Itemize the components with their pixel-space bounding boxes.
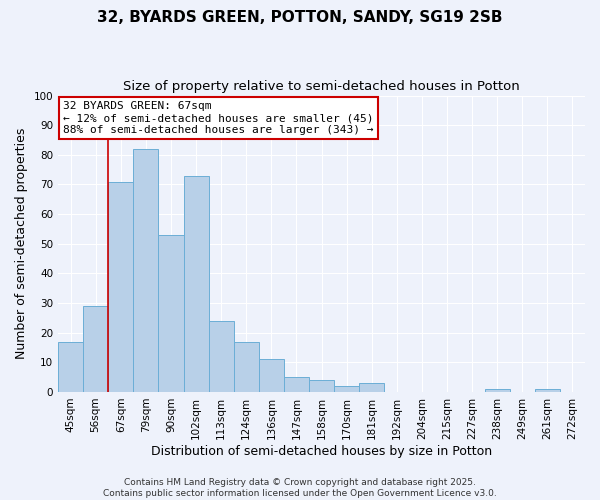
- X-axis label: Distribution of semi-detached houses by size in Potton: Distribution of semi-detached houses by …: [151, 444, 492, 458]
- Text: Contains HM Land Registry data © Crown copyright and database right 2025.
Contai: Contains HM Land Registry data © Crown c…: [103, 478, 497, 498]
- Bar: [184, 176, 209, 392]
- Bar: [359, 383, 384, 392]
- Bar: [108, 182, 133, 392]
- Bar: [58, 342, 83, 392]
- Text: 32 BYARDS GREEN: 67sqm
← 12% of semi-detached houses are smaller (45)
88% of sem: 32 BYARDS GREEN: 67sqm ← 12% of semi-det…: [64, 102, 374, 134]
- Bar: [209, 321, 233, 392]
- Title: Size of property relative to semi-detached houses in Potton: Size of property relative to semi-detach…: [123, 80, 520, 93]
- Bar: [309, 380, 334, 392]
- Bar: [233, 342, 259, 392]
- Bar: [485, 389, 510, 392]
- Bar: [284, 377, 309, 392]
- Bar: [158, 235, 184, 392]
- Bar: [259, 360, 284, 392]
- Text: 32, BYARDS GREEN, POTTON, SANDY, SG19 2SB: 32, BYARDS GREEN, POTTON, SANDY, SG19 2S…: [97, 10, 503, 25]
- Bar: [535, 389, 560, 392]
- Bar: [83, 306, 108, 392]
- Y-axis label: Number of semi-detached properties: Number of semi-detached properties: [15, 128, 28, 360]
- Bar: [334, 386, 359, 392]
- Bar: [133, 149, 158, 392]
